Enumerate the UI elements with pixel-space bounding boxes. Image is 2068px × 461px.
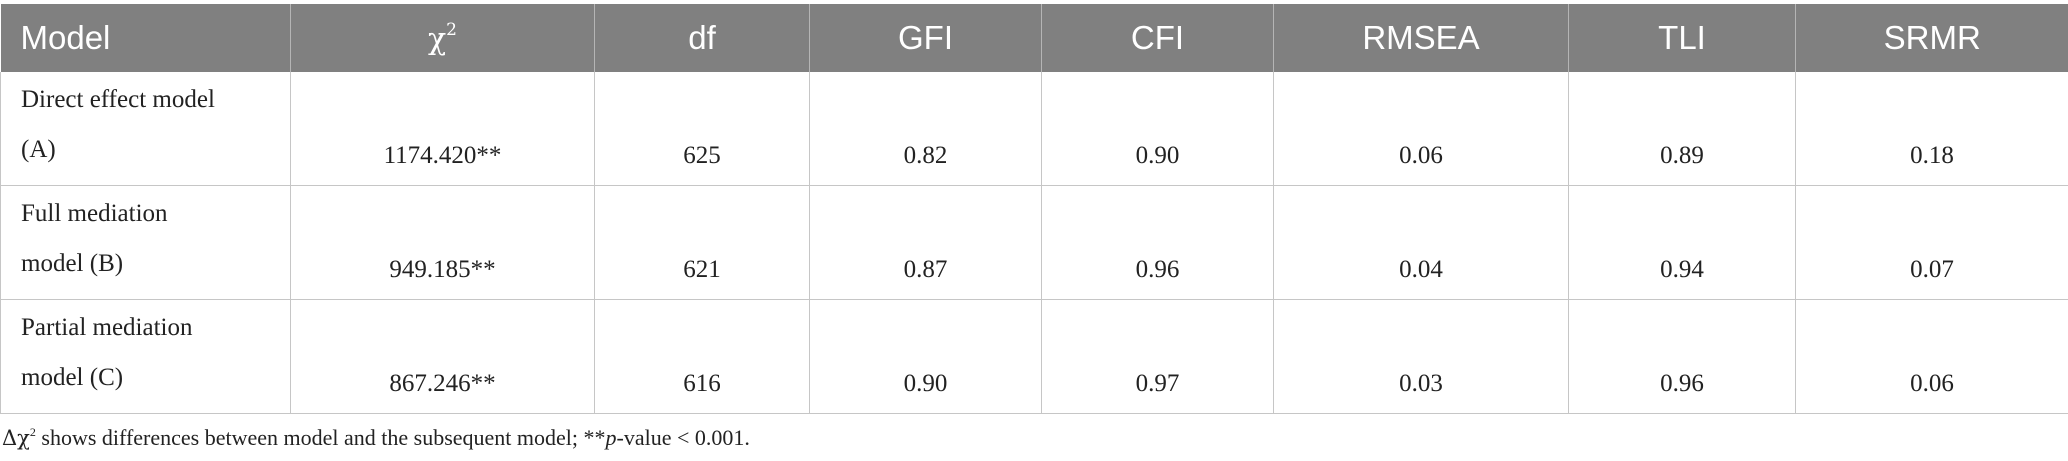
- model-name-line1: Full mediation: [21, 200, 168, 227]
- table-header: Model χ2 df GFI CFI RMSEA TLI SRMR: [0, 4, 2068, 72]
- header-tli: TLI: [1568, 4, 1796, 72]
- header-row: Model χ2 df GFI CFI RMSEA TLI SRMR: [0, 4, 2068, 72]
- cell-cfi: 0.97: [1041, 299, 1274, 414]
- cell-chi-square: 949.185**: [290, 185, 595, 300]
- model-name-line2: (A): [21, 136, 56, 163]
- cell-srmr: 0.18: [1795, 72, 2068, 186]
- header-gfi: GFI: [809, 4, 1042, 72]
- table-row: Partial mediation model (C) 867.246** 616…: [0, 299, 2068, 414]
- chi-superscript: 2: [446, 20, 457, 40]
- cell-gfi: 0.90: [809, 299, 1042, 414]
- cell-tli: 0.94: [1568, 185, 1796, 300]
- delta-chi-symbol: Δχ: [2, 426, 30, 450]
- cell-gfi: 0.87: [809, 185, 1042, 300]
- header-cfi: CFI: [1041, 4, 1274, 72]
- cell-model: Direct effect model (A): [0, 72, 291, 186]
- table-footnote: Δχ2 shows differences between model and …: [2, 425, 750, 451]
- table-row: Full mediation model (B) 949.185** 621 0.…: [0, 185, 2068, 300]
- header-model: Model: [0, 4, 291, 72]
- cell-gfi: 0.82: [809, 72, 1042, 186]
- header-rmsea: RMSEA: [1273, 4, 1569, 72]
- chi-symbol: χ2: [427, 20, 457, 58]
- cell-rmsea: 0.03: [1273, 299, 1569, 414]
- footnote-p-italic: p: [605, 425, 617, 450]
- model-name-line1: Partial mediation: [21, 314, 193, 341]
- cell-df: 621: [594, 185, 810, 300]
- model-name-line2: model (C): [21, 364, 124, 391]
- cell-chi-square: 867.246**: [290, 299, 595, 414]
- header-chi-square: χ2: [290, 4, 595, 72]
- cell-cfi: 0.90: [1041, 72, 1274, 186]
- cell-rmsea: 0.06: [1273, 72, 1569, 186]
- footnote-text-part1: shows differences between model and the …: [35, 425, 606, 450]
- footnote-superscript: 2: [29, 425, 36, 439]
- table-body: Direct effect model (A) 1174.420** 625 0.…: [0, 72, 2068, 414]
- cell-model: Full mediation model (B): [0, 185, 291, 300]
- model-fit-table-container: Model χ2 df GFI CFI RMSEA TLI SRMR Direc…: [0, 4, 2068, 414]
- table-row: Direct effect model (A) 1174.420** 625 0.…: [0, 72, 2068, 186]
- cell-df: 616: [594, 299, 810, 414]
- model-fit-table: Model χ2 df GFI CFI RMSEA TLI SRMR Direc…: [0, 4, 2068, 414]
- cell-rmsea: 0.04: [1273, 185, 1569, 300]
- footnote-text-part2: -value < 0.001.: [616, 425, 750, 450]
- cell-srmr: 0.07: [1795, 185, 2068, 300]
- cell-tli: 0.96: [1568, 299, 1796, 414]
- cell-srmr: 0.06: [1795, 299, 2068, 414]
- model-name-line1: Direct effect model: [21, 86, 215, 113]
- cell-cfi: 0.96: [1041, 185, 1274, 300]
- cell-chi-square: 1174.420**: [290, 72, 595, 186]
- header-df: df: [594, 4, 810, 72]
- cell-df: 625: [594, 72, 810, 186]
- model-name-line2: model (B): [21, 250, 124, 277]
- cell-tli: 0.89: [1568, 72, 1796, 186]
- header-srmr: SRMR: [1795, 4, 2068, 72]
- cell-model: Partial mediation model (C): [0, 299, 291, 414]
